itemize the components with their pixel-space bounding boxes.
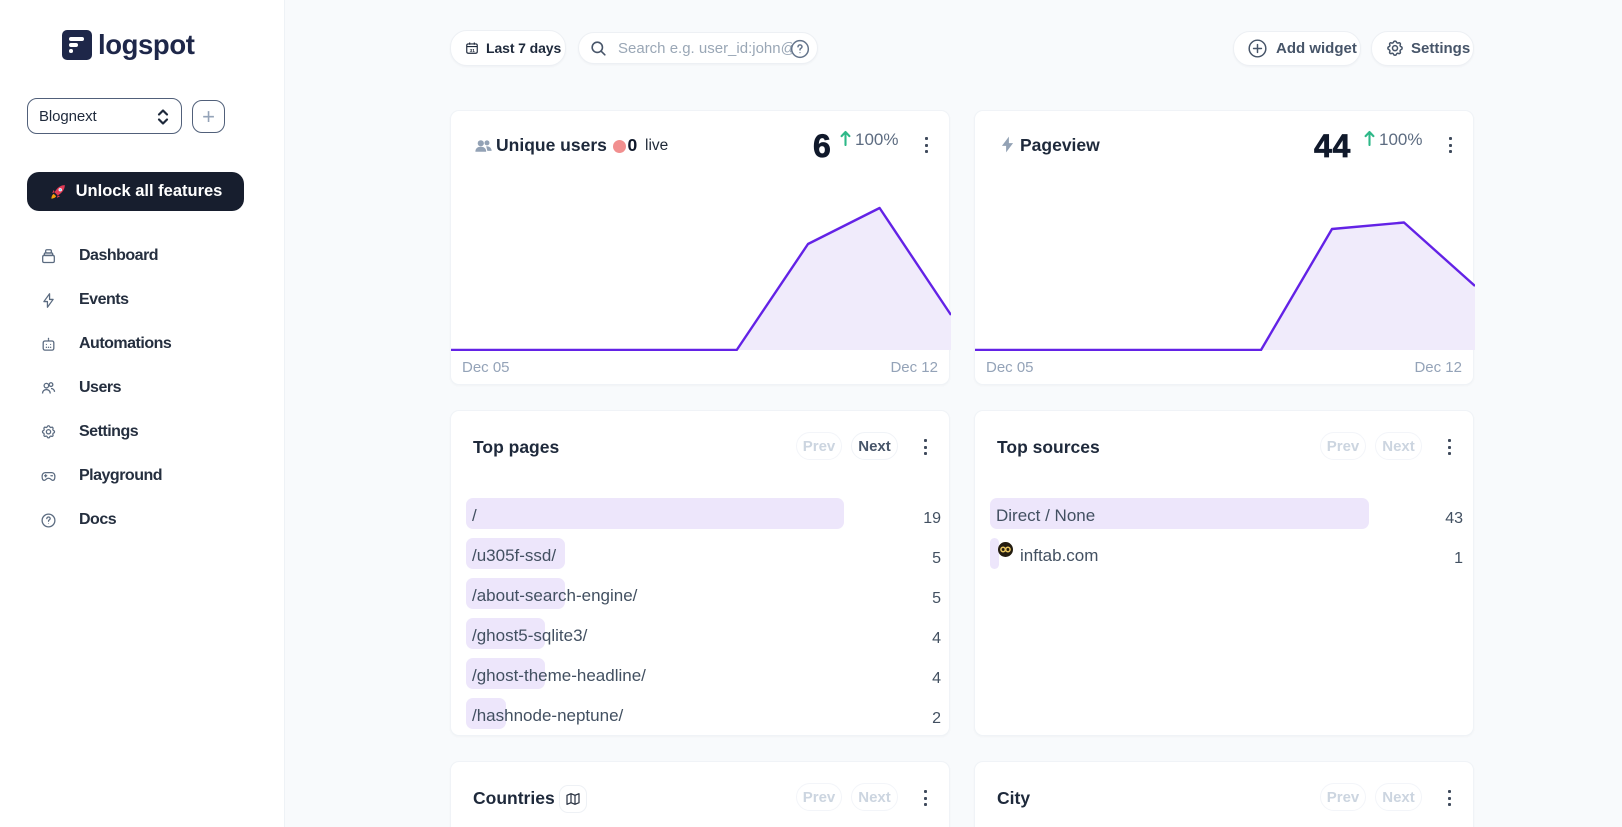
svg-text:31: 31 [470,48,476,53]
